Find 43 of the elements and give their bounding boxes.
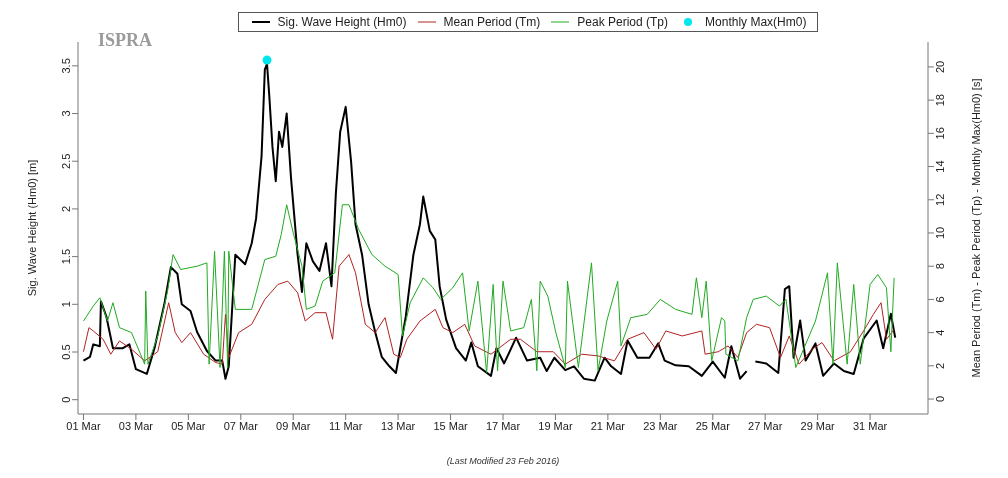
y-tick-label: 1.5: [60, 248, 72, 265]
x-tick-label: 09 Mar: [276, 419, 311, 432]
y-tick-label: 2: [60, 205, 72, 212]
legend-label: Peak Period (Tp): [577, 15, 668, 29]
y2-tick-label: 14: [934, 160, 946, 173]
y2-tick-label: 2: [934, 362, 946, 369]
x-tick-label: 19 Mar: [538, 419, 573, 432]
x-tick-label: 23 Mar: [643, 419, 678, 432]
y2-tick-label: 12: [934, 193, 946, 206]
y2-tick-label: 8: [934, 263, 946, 270]
x-tick-label: 11 Mar: [328, 419, 363, 432]
legend-label: Monthly Max(Hm0): [705, 15, 807, 29]
y2-tick-label: 20: [934, 60, 946, 74]
x-tick-label: 29 Mar: [800, 419, 836, 432]
y-tick-label: 3: [60, 110, 72, 117]
y-tick-label: 0: [60, 396, 72, 403]
y2-tick-label: 0: [934, 395, 946, 403]
text: (Last Modified 23 Feb 2016): [445, 456, 561, 466]
x-tick-label: 13 Mar: [380, 419, 416, 432]
y-tick-label: 2.5: [60, 153, 72, 169]
y-tick-label: 0.5: [60, 344, 72, 360]
x-tick-label: 01 Mar: [66, 419, 101, 432]
y2-tick-label: 18: [934, 94, 946, 107]
legend-label: Mean Period (Tm): [443, 15, 541, 29]
x-tick-label: 31 Mar: [852, 419, 888, 432]
y-axis-title: Sig. Wave Height (Hm0) [m]: [25, 159, 38, 297]
y-tick-label: 1: [60, 301, 72, 308]
y2-tick-label: 16: [934, 127, 946, 140]
x-tick-label: 03 Mar: [118, 419, 154, 432]
x-tick-label: 21 Mar: [590, 419, 626, 432]
y-tick-label: 3.5: [60, 58, 72, 74]
legend-label: Sig. Wave Height (Hm0): [277, 15, 407, 29]
x-tick-label: 25 Mar: [695, 419, 731, 432]
x-tick-label: 27 Mar: [748, 419, 783, 432]
y2-tick-label: 4: [934, 329, 946, 336]
y2-tick-label: 6: [934, 296, 946, 303]
y2-tick-label: 10: [934, 226, 946, 240]
annotation: ISPRA: [98, 30, 153, 51]
x-tick-label: 05 Mar: [171, 419, 206, 432]
y2-axis-title: Mean Period (Tm) - Peak Period (Tp) - Monthly Max(Hm0) [s]: [969, 78, 982, 378]
x-tick-label: 07 Mar: [223, 419, 259, 432]
x-tick-label: 17 Mar: [485, 419, 521, 432]
x-tick-label: 15 Mar: [433, 419, 469, 432]
